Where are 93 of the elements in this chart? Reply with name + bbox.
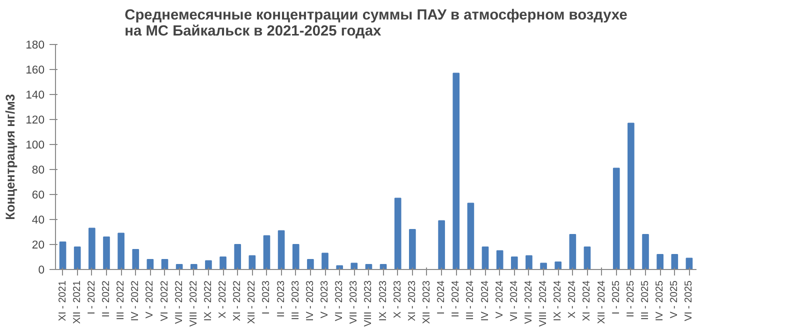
x-tick-label: II - 2022	[100, 280, 112, 318]
bar	[322, 252, 328, 270]
x-tick-label: X - 2024	[567, 280, 578, 318]
bar	[278, 230, 285, 270]
x-tick-label: VI - 2024	[508, 280, 520, 322]
bar	[438, 220, 445, 270]
y-tick-label: 60	[32, 190, 45, 202]
bar	[161, 259, 168, 270]
y-tick-label: 20	[32, 240, 45, 252]
x-tick-label: III - 2022	[116, 280, 127, 320]
x-tick-label: III - 2025	[640, 280, 652, 320]
x-tick-label: XI - 2023	[406, 280, 418, 322]
bar	[540, 262, 547, 270]
x-tick-label: XII - 2022	[246, 280, 258, 324]
x-tick-label: VII - 2023	[348, 280, 360, 324]
x-tick-label: VI - 2025	[684, 280, 695, 322]
y-tick-label: 120	[26, 114, 45, 126]
x-tick-label: I - 2023	[261, 280, 272, 314]
x-tick-label: I - 2022	[86, 280, 98, 314]
bar	[482, 246, 489, 270]
x-tick-label: VIII - 2022	[188, 280, 200, 327]
x-tick-label: VII - 2022	[174, 280, 185, 324]
x-tick-label: X - 2023	[392, 280, 404, 318]
bar	[409, 229, 416, 270]
x-tick-label: V - 2023	[320, 280, 331, 318]
x-tick-label: IV - 2025	[654, 280, 666, 322]
y-tick-label: 80	[32, 164, 45, 176]
y-tick-label: 0	[38, 264, 45, 276]
x-tick-label: IV - 2022	[130, 280, 142, 322]
bar	[74, 246, 81, 270]
x-tick-label: V - 2024	[494, 280, 506, 318]
bar	[292, 244, 300, 270]
x-tick-label: IX - 2024	[552, 280, 564, 322]
x-tick-label: IX - 2022	[202, 280, 214, 322]
x-tick-label: II - 2024	[450, 280, 462, 318]
bar	[205, 260, 212, 270]
bar	[452, 72, 460, 270]
bar	[628, 122, 634, 270]
x-tick-label: XI - 2022	[232, 280, 244, 322]
x-tick-label: XII - 2024	[596, 280, 608, 324]
x-tick-label: VII - 2024	[523, 280, 534, 324]
x-tick-label: VI - 2022	[159, 280, 170, 322]
bar	[220, 256, 226, 270]
x-tick-label: II - 2023	[276, 280, 287, 318]
x-tick-label: III - 2023	[290, 280, 302, 320]
bar	[642, 234, 649, 270]
bar	[584, 246, 591, 270]
x-tick-label: XI - 2024	[582, 280, 593, 322]
bar	[467, 202, 474, 270]
bar	[190, 264, 198, 270]
bar	[554, 262, 562, 270]
bar	[248, 255, 256, 270]
bar	[612, 168, 620, 270]
x-tick-label: I - 2025	[610, 280, 622, 314]
x-tick-label: XII - 2021	[72, 280, 83, 324]
x-tick-label: IV - 2023	[304, 280, 316, 322]
y-tick-label: 40	[32, 214, 45, 226]
x-tick-label: XII - 2023	[421, 280, 432, 324]
x-tick-label: I - 2024	[436, 280, 448, 314]
x-tick-label: VIII - 2023	[363, 280, 374, 327]
bar	[496, 250, 504, 270]
x-tick-label: IV - 2024	[480, 280, 491, 322]
y-tick-label: 160	[26, 64, 45, 76]
bar	[234, 244, 242, 270]
bar	[132, 249, 140, 270]
x-tick-label: V - 2022	[144, 280, 156, 318]
bar	[526, 255, 532, 270]
bar	[307, 259, 314, 270]
bar	[569, 234, 576, 270]
bar	[656, 254, 664, 270]
bar	[671, 254, 678, 270]
x-tick-label: IX - 2023	[378, 280, 389, 322]
x-tick-label: VI - 2023	[334, 280, 346, 322]
chart-title: Среднемесячные концентрации суммы ПАУ в атмосферном воздухе на МС Байкальск в 2021-2025 годах	[124, 8, 628, 40]
bar	[88, 228, 96, 270]
y-tick-label: 140	[26, 90, 45, 102]
y-axis-title: Концентрация нг/м3	[4, 94, 18, 220]
x-tick-label: III - 2024	[465, 280, 476, 320]
x-tick-label: V - 2025	[669, 280, 680, 318]
y-tick-label: 100	[26, 140, 45, 152]
bar	[350, 262, 358, 270]
x-tick-label: XI - 2021	[57, 280, 68, 322]
x-tick-label: II - 2025	[625, 280, 636, 318]
y-tick-label: 180	[26, 40, 45, 52]
bar	[263, 235, 270, 270]
bar	[394, 198, 402, 270]
x-tick-label: X - 2022	[218, 280, 229, 318]
bar	[59, 242, 66, 270]
x-tick-label: VIII - 2024	[538, 280, 550, 327]
bar	[146, 259, 154, 270]
bar	[118, 232, 124, 270]
bar	[103, 236, 110, 270]
bar	[510, 256, 518, 270]
